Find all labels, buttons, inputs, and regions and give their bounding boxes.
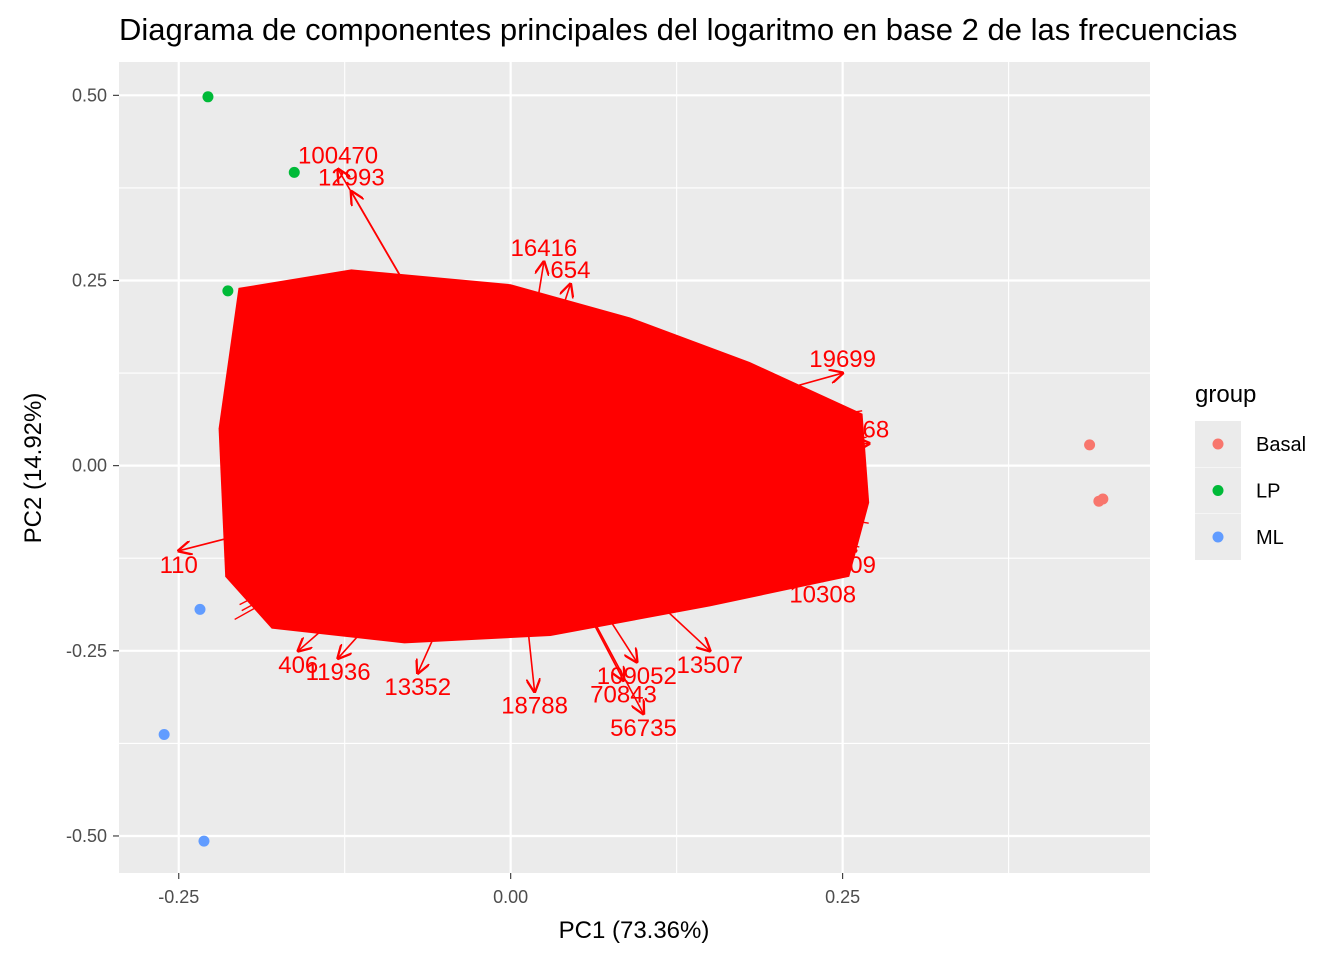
axis-ticks: -0.25 0.00 0.25 0.50 0.25 0.00 -0.25 -0.50: [66, 85, 860, 907]
legend-title: group: [1195, 381, 1256, 408]
y-tick-label: 0.25: [72, 270, 107, 290]
point-basal: [1084, 439, 1096, 451]
loading-arrow: [510, 465, 710, 651]
loading-arrow: [510, 373, 843, 467]
x-tick-label: 0.25: [825, 887, 860, 907]
legend-label: Basal: [1256, 434, 1306, 456]
loading-arrow: [351, 192, 512, 467]
chart-title: Diagrama de componentes principales del …: [119, 12, 1237, 47]
legend-label: ML: [1256, 527, 1284, 549]
loading-arrow: [510, 465, 637, 662]
loading-label: 268: [849, 416, 889, 443]
loading-label: 16416: [511, 235, 578, 262]
loading-arrow: [298, 465, 512, 651]
y-tick-label: -0.50: [66, 826, 107, 846]
x-tick-label: -0.25: [158, 887, 199, 907]
legend-swatch: [1212, 531, 1224, 543]
loading-label: 56735: [610, 715, 677, 742]
loading-label: 12993: [318, 165, 385, 192]
loading-arrow: [509, 284, 571, 466]
loading-label: 109052: [597, 663, 677, 690]
loading-arrow: [510, 443, 869, 467]
x-axis-title: PC1 (73.36%): [559, 917, 710, 944]
loading-arrow: [418, 465, 512, 673]
legend-label: LP: [1256, 481, 1280, 503]
x-tick-label: 0.00: [493, 887, 528, 907]
loading-arrow: [509, 465, 644, 714]
point-ml: [194, 603, 206, 615]
point-ml: [198, 835, 210, 847]
loading-label: 406: [278, 652, 318, 679]
loading-label: 409: [836, 552, 876, 579]
loading-arrow: [510, 464, 856, 551]
loading-arrow: [338, 465, 512, 659]
loading-arrow: [509, 465, 535, 692]
loading-label: 10308: [789, 581, 856, 608]
loading-label: 13507: [676, 652, 743, 679]
loading-label: 100470: [298, 142, 378, 169]
legend-swatch: [1212, 438, 1224, 450]
loading-arrow: [509, 262, 544, 466]
point-lp: [222, 285, 234, 297]
loading-arrow: [179, 464, 511, 551]
point-lp: [288, 166, 300, 178]
loading-label: 19699: [809, 346, 876, 373]
loading-label: 18788: [501, 693, 568, 720]
loading-label: 11936: [306, 659, 371, 686]
sample-points: [158, 91, 1109, 847]
y-tick-label: -0.25: [66, 641, 107, 661]
y-tick-label: 0.50: [72, 85, 107, 105]
loading-label: 70843: [590, 681, 657, 708]
point-lp: [202, 91, 214, 103]
legend-swatch: [1212, 485, 1224, 496]
legend: group Basal LP ML: [1195, 381, 1306, 560]
point-basal: [1097, 493, 1109, 505]
loading-label: 654: [550, 257, 590, 284]
y-tick-label: 0.00: [72, 456, 107, 476]
loading-vectors: [179, 169, 869, 713]
loading-arrow: [510, 464, 823, 581]
loading-label: 110: [160, 552, 198, 579]
loading-label: 13352: [384, 674, 451, 701]
point-ml: [158, 729, 170, 741]
y-axis-title: PC2 (14.92%): [20, 393, 47, 544]
